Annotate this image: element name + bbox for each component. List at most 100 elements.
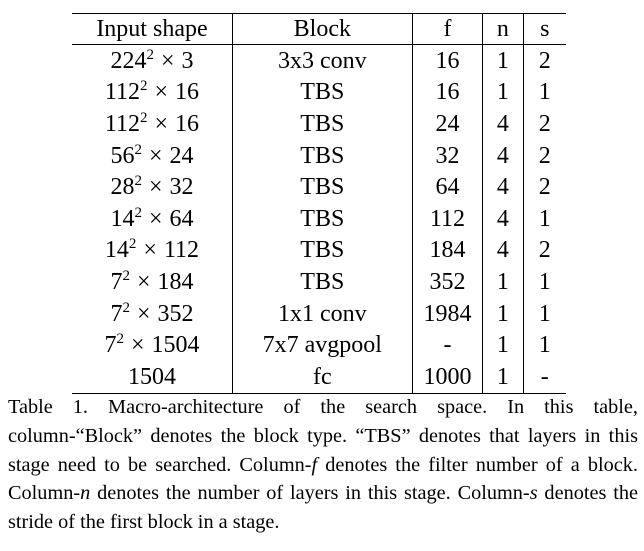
cell-input-shape: 282 × 32: [72, 171, 232, 203]
cell-block: TBS: [231, 266, 413, 298]
cell-input-shape: 562 × 24: [72, 140, 232, 172]
header-row: Input shape Block f n s: [72, 13, 566, 45]
cell-block: TBS: [231, 108, 413, 140]
times-symbol: ×: [136, 268, 151, 295]
cell-f: -: [411, 329, 483, 361]
caption-var-f: f: [311, 453, 318, 476]
shape-base: 28: [110, 174, 135, 201]
shape-channels: 184: [157, 268, 194, 295]
cell-n: 1: [482, 329, 524, 361]
cell-s: 2: [522, 108, 566, 140]
cell-input-shape: 1122 × 16: [72, 77, 232, 109]
cell-block: TBS: [231, 234, 413, 267]
cell-n: 1: [482, 266, 524, 298]
cell-n: 4: [482, 234, 524, 267]
shape-exponent: 2: [116, 331, 124, 348]
shape-exponent: 2: [122, 267, 130, 284]
shape-exponent: 2: [134, 173, 142, 190]
cell-f: 1000: [411, 360, 483, 394]
cell-s: 2: [522, 44, 566, 77]
shape-base: 14: [110, 205, 135, 232]
cell-s: 1: [522, 266, 566, 298]
shape-base: 56: [110, 142, 135, 169]
table-row: 1122 × 16 TBS 16 1 1: [72, 76, 566, 109]
cell-f: 1984: [411, 297, 483, 330]
times-symbol: ×: [154, 79, 169, 106]
cell-f: 16: [411, 76, 483, 109]
shape-exponent: 2: [128, 236, 137, 253]
shape-base: 7: [110, 300, 123, 327]
table-row: 562 × 24 TBS 32 4 2: [72, 139, 566, 172]
shape-exponent: 2: [134, 204, 142, 221]
shape-base: 7: [110, 268, 123, 295]
table-row: 72 × 184 TBS 352 1 1: [72, 266, 566, 298]
shape-channels: 16: [175, 110, 200, 137]
caption-text-2: denotes the filter number of a block. Co…: [8, 453, 638, 505]
caption-var-s: s: [529, 482, 538, 505]
cell-n: 1: [482, 297, 524, 330]
shape-exponent: 2: [122, 299, 130, 316]
table-row: 282 × 32 TBS 64 4 2: [72, 171, 566, 203]
cell-input-shape: 72 × 352: [72, 298, 232, 330]
shape-channels: 64: [169, 205, 194, 232]
cell-input-shape: 142 × 64: [72, 203, 232, 235]
cell-s: 2: [522, 171, 566, 203]
shape-channels: 3: [181, 47, 194, 74]
table-row: 72 × 352 1x1 conv 1984 1 1: [72, 297, 566, 330]
caption-text-1: Table 1. Macro-architecture of the searc…: [8, 396, 638, 476]
shape-channels: 16: [175, 79, 200, 106]
times-symbol: ×: [154, 110, 169, 137]
cell-n: 1: [482, 360, 524, 394]
table-row: 1122 × 16 TBS 24 4 2: [72, 108, 566, 140]
cell-input-shape: 1122 × 16: [72, 108, 232, 140]
shape-base: 112: [104, 79, 140, 106]
header-input-shape: Input shape: [72, 13, 233, 45]
shape-exponent: 2: [140, 109, 148, 126]
cell-input-shape: 142 × 112: [72, 235, 232, 267]
cell-block: TBS: [231, 202, 413, 235]
cell-block: 7x7 avgpool: [231, 329, 413, 361]
caption-text-3: denotes the number of layers in this sta…: [90, 482, 530, 505]
cell-s: 1: [522, 297, 566, 330]
cell-block: TBS: [231, 171, 413, 203]
header-f: f: [411, 13, 483, 45]
table-row: 1504 fc 1000 1-: [72, 360, 566, 394]
cell-n: 4: [482, 171, 524, 203]
shape-base: 112: [104, 110, 140, 137]
shape-channels: 32: [169, 174, 194, 201]
cell-input-shape: 72 × 1504: [72, 329, 232, 361]
shape-channels: 1504: [151, 332, 200, 359]
table-row: 142 × 64 TBS 112 4 1: [72, 202, 566, 235]
cell-block: TBS: [231, 76, 413, 109]
architecture-table: Input shape Block f n s 2242 × 3 3x3 conv 16…: [72, 13, 566, 394]
times-symbol: ×: [148, 142, 163, 169]
cell-input-shape: 2242 × 3: [72, 45, 232, 77]
shape-channels: 24: [169, 142, 194, 169]
shape-channels: 352: [157, 300, 194, 327]
table-caption: Table 1. Macro-architecture of the searc…: [8, 393, 638, 537]
header-n: n: [482, 13, 524, 45]
cell-n: 4: [482, 202, 524, 235]
table-body: 2242 × 3 3x3 conv 16 1 2 1122 × 16 TBS 16 1 1 1122 × 16 T…: [72, 44, 566, 394]
cell-s: 1: [522, 76, 566, 109]
cell-s: 1: [522, 202, 566, 235]
cell-f: 352: [411, 266, 483, 298]
cell-f: 184: [411, 234, 483, 267]
cell-f: 16: [411, 44, 483, 77]
cell-input-shape: 72 × 184: [72, 266, 232, 298]
cell-block: 3x3 conv: [231, 44, 413, 77]
cell-f: 64: [411, 171, 483, 203]
times-symbol: ×: [148, 174, 163, 201]
caption-var-n: n: [80, 482, 91, 505]
shape-base: 1504: [127, 363, 176, 390]
times-symbol: ×: [160, 47, 175, 74]
times-symbol: ×: [148, 205, 163, 232]
table-row: 2242 × 3 3x3 conv 16 1 2: [72, 44, 566, 77]
cell-s: -: [522, 360, 566, 394]
cell-f: 112: [411, 202, 483, 235]
times-symbol: ×: [130, 332, 145, 359]
shape-base: 14: [104, 237, 129, 264]
shape-base: 224: [110, 47, 147, 74]
cell-input-shape: 1504: [72, 360, 233, 394]
caption-text-4: denotes the stride of the first block in…: [8, 482, 638, 534]
